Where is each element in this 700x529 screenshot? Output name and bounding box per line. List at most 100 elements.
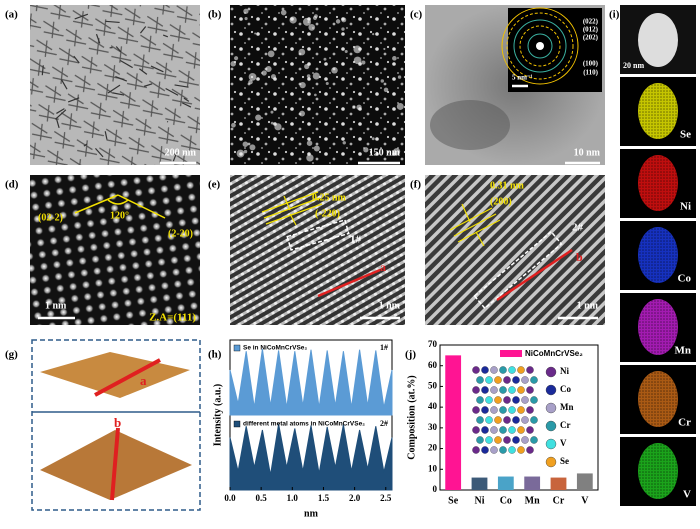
atom bbox=[485, 416, 493, 424]
atom bbox=[490, 406, 498, 414]
x-tick-label: Ni bbox=[475, 495, 485, 506]
region-label: 1# bbox=[350, 234, 362, 246]
particle bbox=[323, 57, 327, 61]
particle bbox=[363, 147, 369, 153]
direction-label: b bbox=[114, 415, 121, 430]
atom bbox=[526, 366, 534, 374]
fiber bbox=[104, 131, 108, 140]
atom bbox=[490, 446, 498, 454]
direction-label: a bbox=[380, 260, 386, 274]
plot-frame bbox=[439, 344, 599, 491]
atom bbox=[508, 446, 516, 454]
scale-label: 10 nm bbox=[574, 147, 601, 158]
eds-noise bbox=[638, 155, 678, 211]
legend-label: Se in NiCoMnCrVSe₂ bbox=[243, 345, 307, 352]
atom bbox=[530, 396, 538, 404]
y-tick-label: 50 bbox=[428, 380, 438, 390]
eds-maps bbox=[620, 5, 696, 506]
particle bbox=[392, 56, 397, 61]
atom bbox=[508, 366, 516, 374]
atom bbox=[503, 416, 511, 424]
fiber bbox=[162, 34, 169, 38]
particle bbox=[353, 45, 362, 54]
atom bbox=[508, 426, 516, 434]
atom-label: Mn bbox=[560, 402, 574, 412]
fiber bbox=[183, 97, 190, 102]
ring-label: (022) bbox=[583, 18, 599, 26]
particle bbox=[289, 16, 297, 24]
atom bbox=[494, 416, 502, 424]
atom-swatch bbox=[545, 420, 557, 432]
intensity-area bbox=[229, 423, 393, 491]
atom bbox=[494, 376, 502, 384]
direction-arrow bbox=[317, 268, 381, 298]
atom bbox=[530, 416, 538, 424]
atom bbox=[526, 446, 534, 454]
atom bbox=[503, 396, 511, 404]
direction-arrow bbox=[94, 358, 161, 397]
atom-label: V bbox=[560, 438, 567, 448]
particle bbox=[267, 50, 275, 58]
particle bbox=[353, 56, 362, 65]
particle bbox=[231, 122, 236, 128]
scale-label: 150 nm bbox=[369, 147, 401, 158]
panel-label: (e) bbox=[208, 179, 221, 191]
angle-lines bbox=[74, 194, 166, 219]
eds-noise bbox=[638, 227, 678, 283]
fiber bbox=[115, 76, 128, 82]
atom bbox=[481, 366, 489, 374]
atom bbox=[476, 416, 484, 424]
panel-label: (g) bbox=[5, 349, 18, 361]
y-axis-label: Intensity (a.u.) bbox=[212, 384, 223, 447]
x-tick-label: 2.5 bbox=[380, 493, 392, 503]
legend-swatch bbox=[233, 420, 241, 428]
scale-label: 1 nm bbox=[45, 300, 67, 311]
legend-label: different metal atoms in NiCoMnCrVSe₂ bbox=[243, 421, 365, 428]
atom bbox=[508, 386, 516, 394]
particle bbox=[280, 9, 287, 16]
particle bbox=[234, 56, 239, 61]
fiber bbox=[119, 59, 133, 69]
atom-label: Cr bbox=[560, 420, 571, 430]
intensity-area bbox=[229, 348, 393, 416]
panel-label: (j) bbox=[405, 349, 416, 361]
zone-axis: Z.A=(111) bbox=[149, 312, 196, 324]
ring-label: (110) bbox=[583, 69, 598, 77]
atom bbox=[472, 426, 480, 434]
region-label: 2# bbox=[380, 419, 388, 428]
x-tick-label: 2.0 bbox=[349, 493, 361, 503]
saed-rings bbox=[501, 7, 579, 85]
spacing-label: 0.25 nm bbox=[312, 192, 347, 203]
particle bbox=[308, 24, 316, 31]
x-tick-label: 0.0 bbox=[224, 493, 236, 503]
particle bbox=[396, 102, 404, 110]
fiber bbox=[95, 33, 101, 44]
particle bbox=[249, 144, 256, 151]
particle bbox=[638, 13, 678, 67]
particle bbox=[242, 141, 249, 147]
atom bbox=[526, 426, 534, 434]
y-tick-label: 10 bbox=[428, 463, 438, 473]
atom bbox=[530, 436, 538, 444]
eds-noise bbox=[638, 371, 678, 427]
fiber bbox=[112, 92, 125, 96]
fiber bbox=[139, 68, 148, 75]
atom bbox=[499, 386, 507, 394]
particle bbox=[270, 110, 274, 114]
atom bbox=[472, 406, 480, 414]
model-box bbox=[31, 339, 201, 511]
particle bbox=[274, 123, 282, 131]
bar bbox=[524, 476, 541, 490]
y-tick-label: 60 bbox=[428, 360, 438, 370]
particle bbox=[312, 72, 320, 80]
atom bbox=[499, 366, 507, 374]
y-tick-label: 70 bbox=[428, 339, 438, 349]
atom bbox=[472, 386, 480, 394]
fiber bbox=[181, 102, 192, 108]
particle bbox=[243, 8, 249, 14]
atom bbox=[481, 426, 489, 434]
x-tick-label: Se bbox=[448, 495, 459, 506]
x-tick-label: Cr bbox=[553, 495, 565, 506]
atom bbox=[485, 396, 493, 404]
particle bbox=[331, 66, 338, 74]
